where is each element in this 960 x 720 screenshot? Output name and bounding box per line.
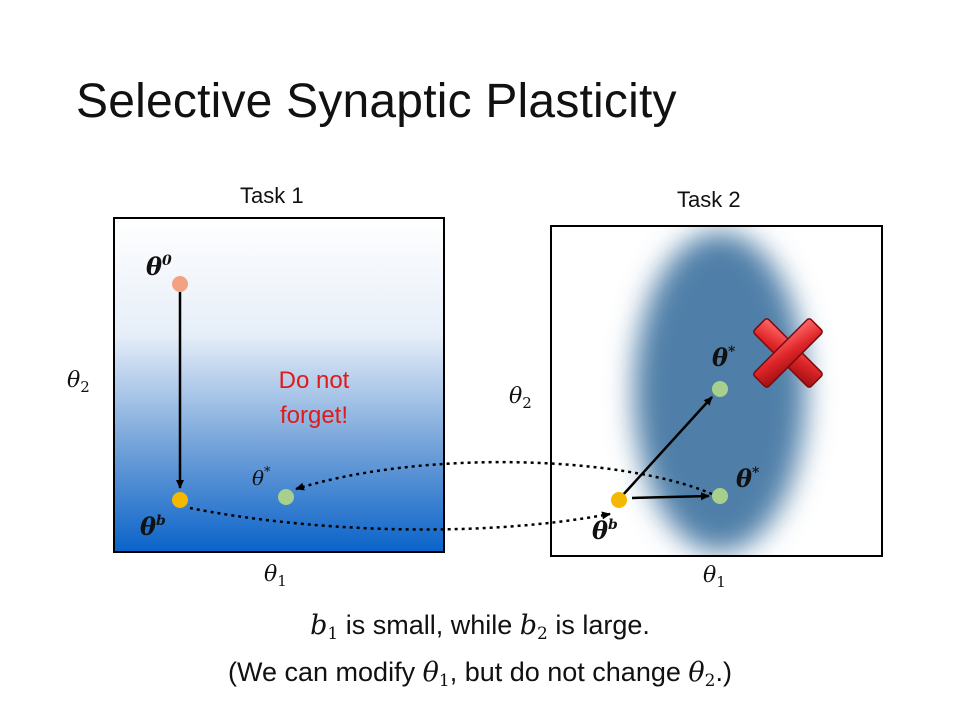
task2-thetastar-top-label: θ* (712, 343, 735, 372)
task2-thetab-point (611, 492, 627, 508)
task1-thetab-point (172, 492, 188, 508)
task2-axis-x-label: θ1 (703, 563, 726, 591)
task2-thetastar-right-label: θ* (736, 464, 759, 493)
b2-symbol: b2 (519, 610, 548, 644)
task1-axis-x-label: θ1 (264, 562, 287, 590)
theta1-symbol: θ1 (422, 657, 450, 691)
task2-arrow-to-right-optimum (631, 492, 710, 501)
task1-axis-y-label: θ2 (67, 368, 90, 396)
b1-symbol: b1 (310, 610, 339, 644)
b1-subscript: 1 (327, 624, 339, 644)
task1-thetab-label: θb (140, 512, 166, 541)
task1-thetastar-label: θ* (252, 465, 271, 490)
b-symbol: b (310, 610, 328, 641)
caption-text: .) (715, 657, 732, 687)
task1-label: Task 1 (240, 183, 304, 208)
do-not-forget-text: Do not forget! (262, 364, 366, 434)
task1-thetastar-point (278, 489, 294, 505)
axis-subscript: 2 (522, 394, 532, 412)
warning-line-1: Do not (278, 367, 350, 394)
caption-line-2: (We can modify θ1, but do not change θ2.… (0, 657, 960, 691)
forgetting-dotted-arrow (295, 460, 713, 496)
axis-subscript: 1 (716, 573, 726, 591)
theta-symbol: θ (688, 657, 705, 688)
theta2-symbol: θ2 (688, 657, 716, 691)
task2-label: Task 2 (677, 187, 741, 212)
thetastar-superscript: * (264, 465, 271, 480)
axis-subscript: 2 (80, 378, 90, 396)
theta-symbol: θ (712, 343, 729, 372)
theta2-subscript: 2 (704, 671, 716, 691)
caption-text: (We can modify (228, 657, 423, 687)
axis-symbol: θ (67, 368, 81, 393)
task2-thetab-label: θb (592, 516, 618, 545)
theta-symbol: θ (252, 466, 265, 490)
thetab-superscript: b (608, 517, 618, 533)
warning-line-2: forget! (279, 401, 349, 429)
thetastar-superscript: * (752, 465, 760, 481)
task1-theta0-label: θ0 (146, 252, 172, 281)
b-symbol: b (519, 610, 538, 641)
theta0-superscript: 0 (162, 253, 172, 269)
theta-symbol: θ (592, 516, 609, 545)
thetab-superscript: b (156, 513, 166, 529)
caption-text: , but do not change (449, 657, 689, 687)
theta-symbol: θ (146, 252, 163, 281)
caption-text: is small, while (338, 610, 520, 640)
task2-axis-y-label: θ2 (509, 384, 532, 412)
theta-symbol: θ (736, 464, 753, 493)
slide-title: Selective Synaptic Plasticity (76, 75, 677, 128)
caption-text: is large. (547, 610, 650, 640)
axis-subscript: 1 (277, 572, 287, 590)
task2-thetastar-top-point (712, 381, 728, 397)
caption-line-1: b1 is small, while b2 is large. (0, 610, 960, 644)
task1-theta0-point (172, 276, 188, 292)
axis-symbol: θ (703, 563, 717, 588)
red-cross-icon (753, 318, 823, 388)
theta-symbol: θ (140, 512, 157, 541)
theta-symbol: θ (422, 657, 439, 688)
task2-thetastar-right-point (712, 488, 728, 504)
theta1-subscript: 1 (438, 671, 450, 691)
thetastar-superscript: * (728, 344, 736, 360)
b2-subscript: 2 (537, 624, 548, 644)
axis-symbol: θ (264, 562, 278, 587)
axis-symbol: θ (509, 384, 523, 409)
task2-arrow-to-top-optimum (621, 396, 713, 497)
